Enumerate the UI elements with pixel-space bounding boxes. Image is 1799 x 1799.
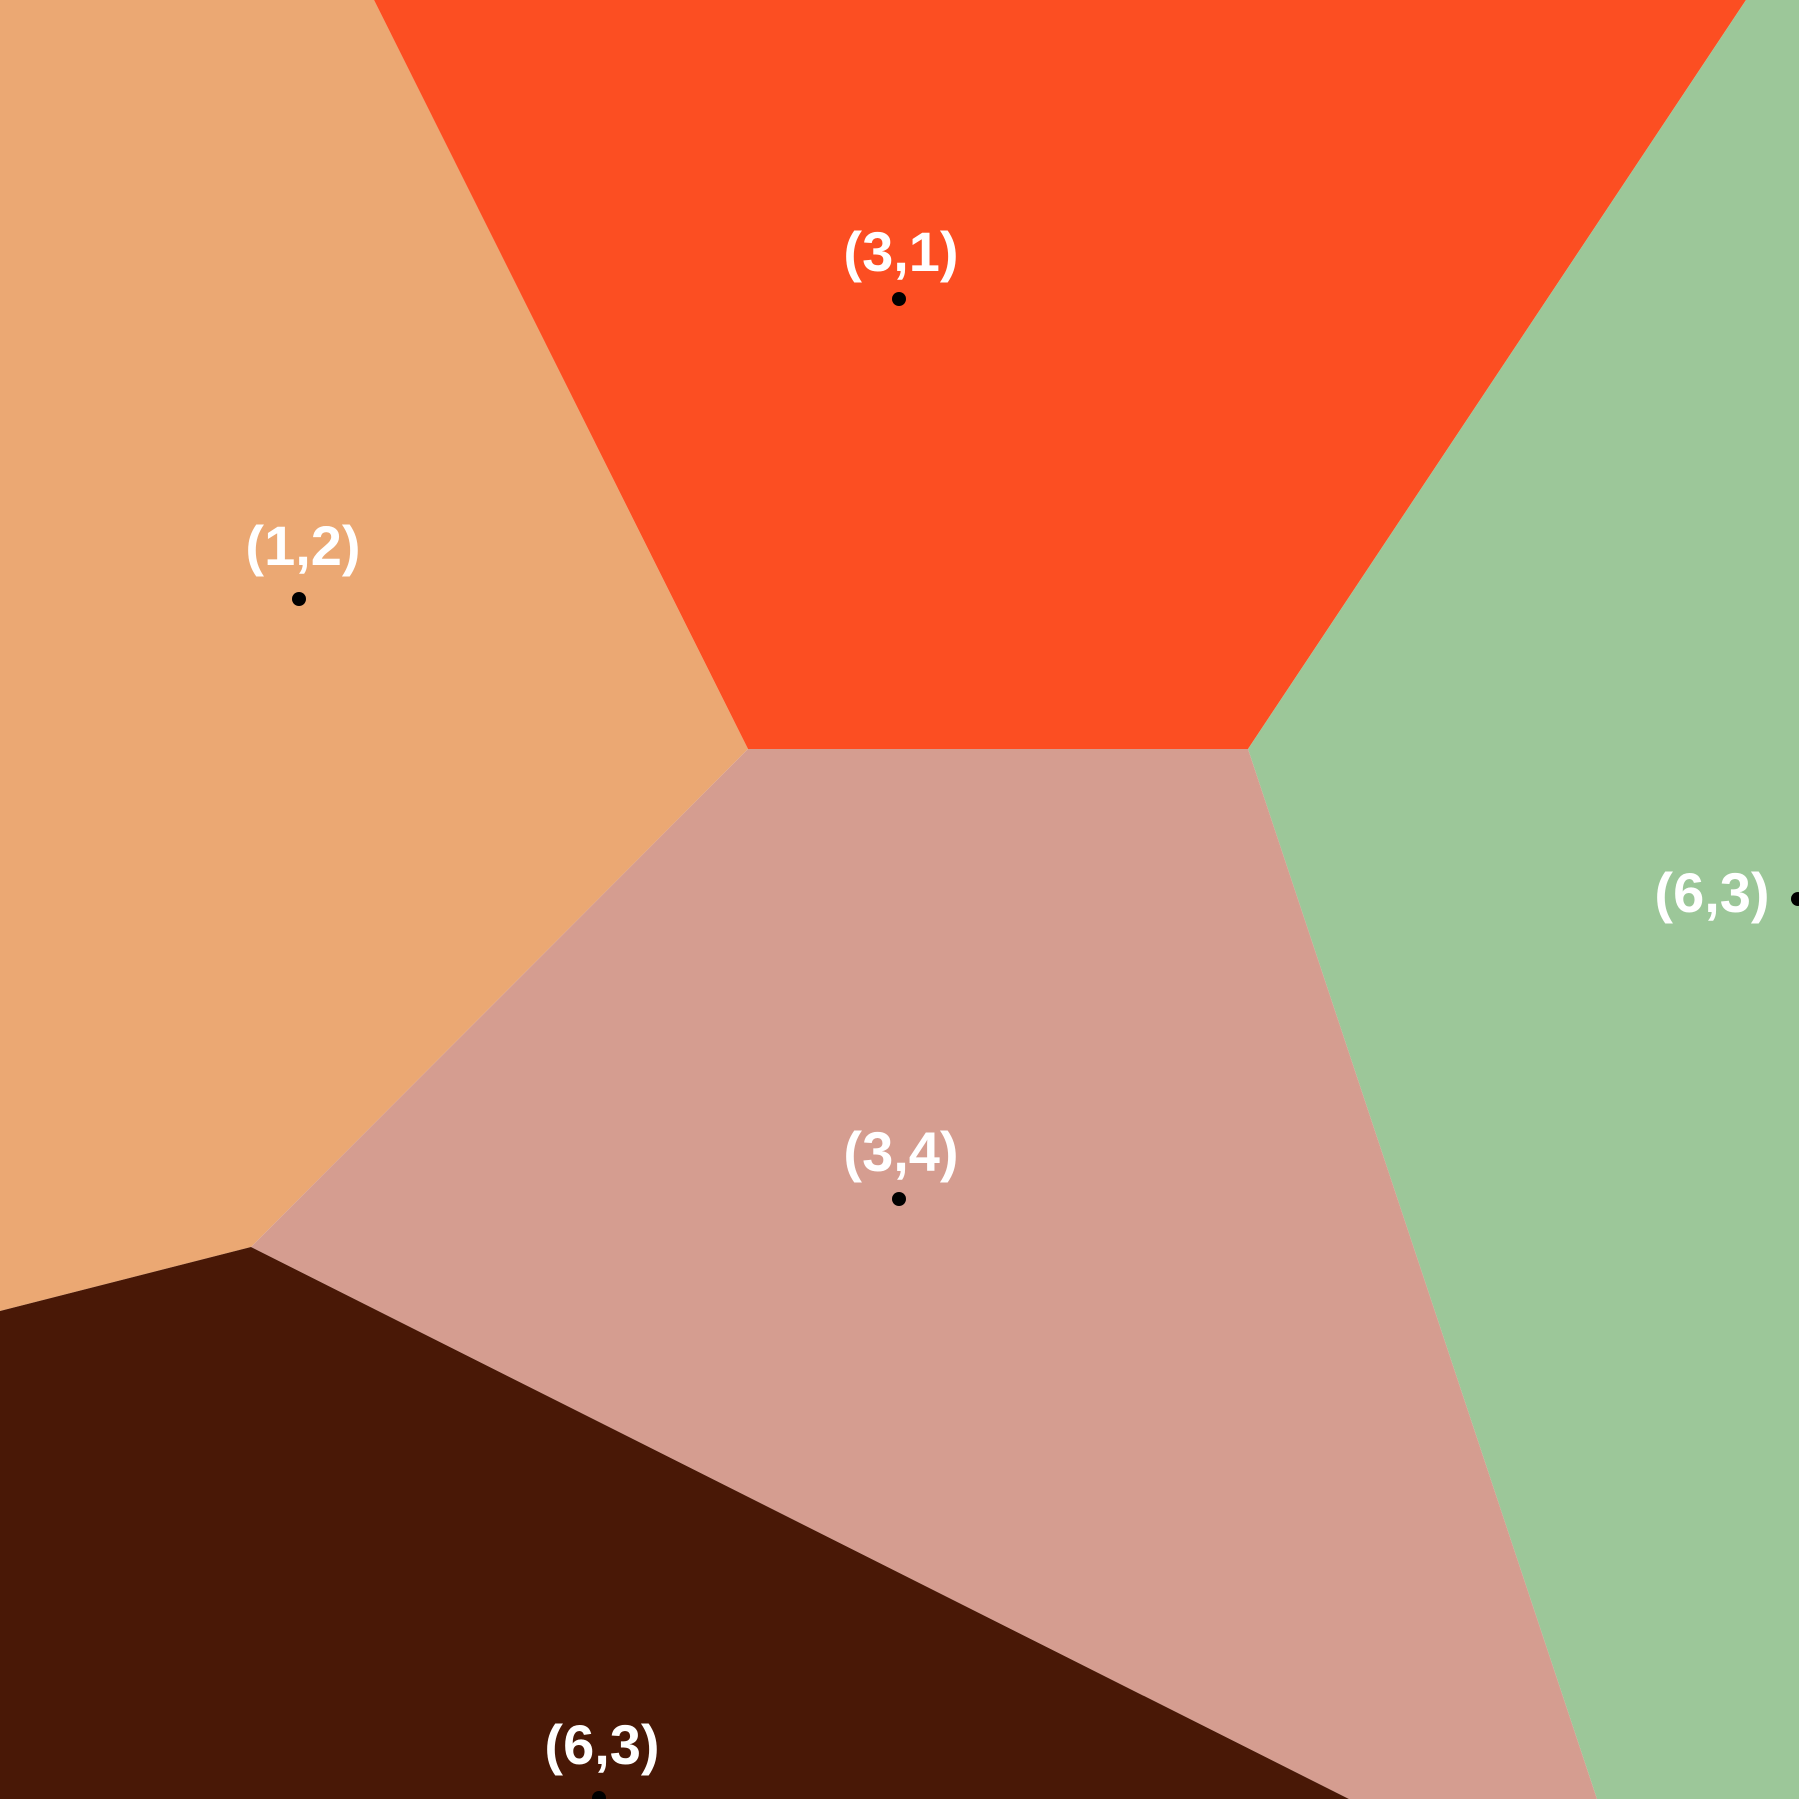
region-6-3-right xyxy=(1248,0,1799,1799)
site-label: (6,3) xyxy=(544,1713,659,1776)
region-1-2 xyxy=(0,0,748,1311)
site-6-3-bottom: (6,3) xyxy=(544,1713,660,1799)
region-6-3-bottom xyxy=(0,1247,1349,1799)
site-point xyxy=(292,592,306,606)
site-point xyxy=(1791,892,1799,906)
site-point xyxy=(892,1192,906,1206)
site-1-2: (1,2) xyxy=(245,514,361,606)
site-point xyxy=(592,1791,606,1799)
site-label: (1,2) xyxy=(245,514,360,577)
site-label: (3,1) xyxy=(843,220,958,283)
site-3-4: (3,4) xyxy=(843,1120,959,1206)
site-label: (3,4) xyxy=(843,1120,958,1183)
site-point xyxy=(892,292,906,306)
site-3-1: (3,1) xyxy=(843,220,959,306)
region-3-1 xyxy=(374,0,1746,749)
region-3-4 xyxy=(251,749,1597,1799)
site-label: (6,3) xyxy=(1654,861,1769,924)
site-6-3-right: (6,3) xyxy=(1654,861,1799,924)
